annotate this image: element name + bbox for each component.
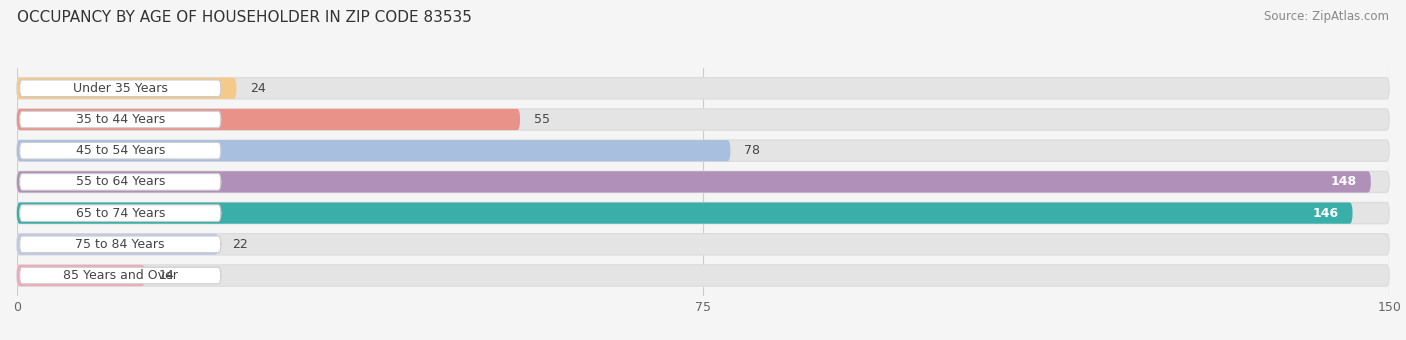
Text: Source: ZipAtlas.com: Source: ZipAtlas.com (1264, 10, 1389, 23)
FancyBboxPatch shape (17, 109, 520, 130)
Text: 14: 14 (159, 269, 174, 282)
FancyBboxPatch shape (17, 140, 1389, 161)
FancyBboxPatch shape (20, 236, 221, 253)
FancyBboxPatch shape (20, 111, 221, 128)
Text: 55 to 64 Years: 55 to 64 Years (76, 175, 165, 188)
FancyBboxPatch shape (17, 234, 1389, 255)
Text: 148: 148 (1331, 175, 1357, 188)
FancyBboxPatch shape (17, 109, 1389, 130)
FancyBboxPatch shape (17, 265, 1389, 286)
Text: OCCUPANCY BY AGE OF HOUSEHOLDER IN ZIP CODE 83535: OCCUPANCY BY AGE OF HOUSEHOLDER IN ZIP C… (17, 10, 472, 25)
FancyBboxPatch shape (17, 265, 145, 286)
FancyBboxPatch shape (20, 267, 221, 284)
FancyBboxPatch shape (17, 78, 1389, 99)
Text: 65 to 74 Years: 65 to 74 Years (76, 207, 165, 220)
FancyBboxPatch shape (17, 171, 1371, 192)
FancyBboxPatch shape (17, 234, 218, 255)
Text: 24: 24 (250, 82, 266, 95)
FancyBboxPatch shape (17, 203, 1353, 224)
FancyBboxPatch shape (20, 205, 221, 221)
Text: Under 35 Years: Under 35 Years (73, 82, 167, 95)
Text: 35 to 44 Years: 35 to 44 Years (76, 113, 165, 126)
Text: 85 Years and Over: 85 Years and Over (63, 269, 177, 282)
Text: 45 to 54 Years: 45 to 54 Years (76, 144, 165, 157)
Text: 22: 22 (232, 238, 247, 251)
FancyBboxPatch shape (20, 80, 221, 97)
FancyBboxPatch shape (17, 140, 731, 161)
FancyBboxPatch shape (17, 78, 236, 99)
FancyBboxPatch shape (17, 171, 1389, 192)
Text: 55: 55 (534, 113, 550, 126)
Text: 78: 78 (744, 144, 761, 157)
Text: 146: 146 (1313, 207, 1339, 220)
Text: 75 to 84 Years: 75 to 84 Years (76, 238, 165, 251)
FancyBboxPatch shape (20, 142, 221, 159)
FancyBboxPatch shape (20, 174, 221, 190)
FancyBboxPatch shape (17, 203, 1389, 224)
